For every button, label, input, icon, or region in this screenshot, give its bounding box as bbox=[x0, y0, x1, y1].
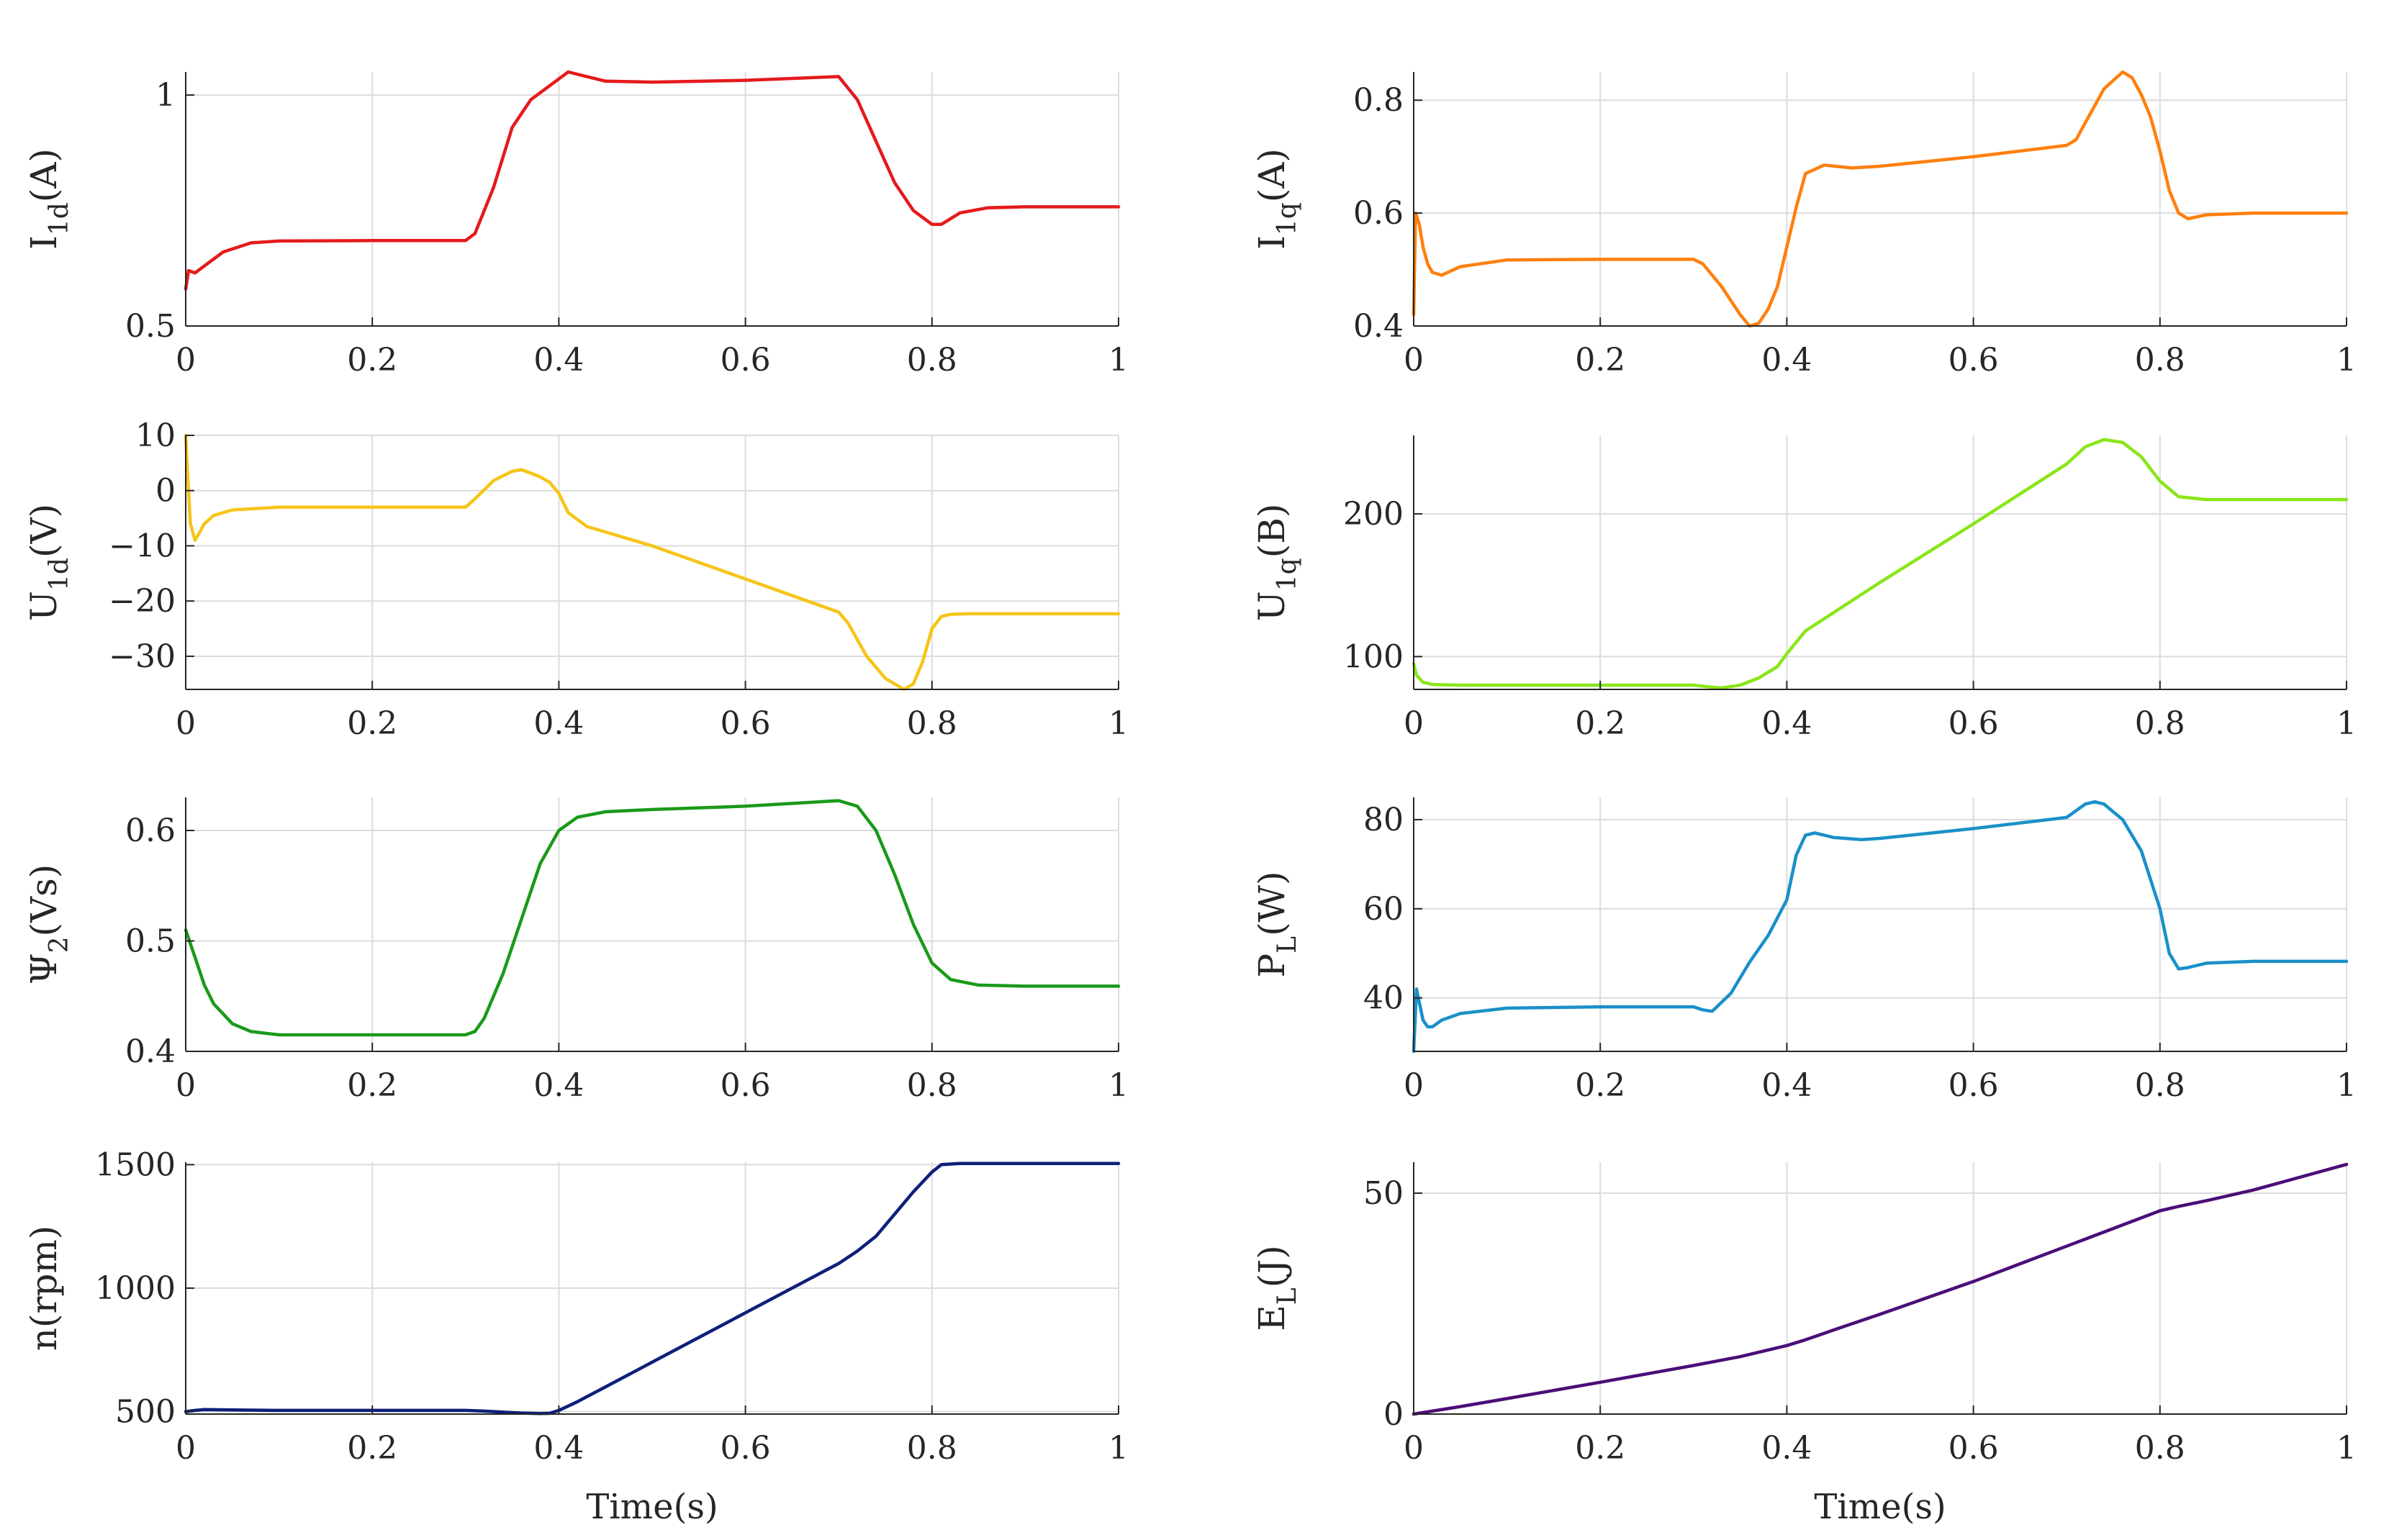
chart-energy-xtick-label: 1 bbox=[2336, 1430, 2357, 1467]
chart-current-q: 0 0.2 0.4 0.6 0.8 1 0.4 0.6 0.8 I1q(A) bbox=[1251, 70, 2357, 379]
chart-voltage-d-xtick-label: 0.4 bbox=[533, 705, 584, 742]
chart-current-d-xtick-label: 0.4 bbox=[533, 342, 584, 379]
chart-voltage-q-xtick-label: 1 bbox=[2336, 705, 2357, 742]
chart-voltage-d-xtick-label: 0.8 bbox=[907, 705, 957, 742]
chart-flux-ylabel: Ψ2(Vs) bbox=[23, 864, 74, 985]
chart-voltage-d-xtick-label: 1 bbox=[1108, 705, 1129, 742]
chart-power: 0 0.2 0.4 0.6 0.8 1 40 60 80 PL(W) bbox=[1251, 797, 2357, 1104]
chart-flux-xtick-label: 1 bbox=[1108, 1067, 1129, 1104]
chart-voltage-d-ytick-label: 0 bbox=[155, 473, 176, 509]
chart-current-q-xtick-label: 1 bbox=[2336, 342, 2357, 379]
chart-current-q-ytick-label: 0.4 bbox=[1353, 308, 1404, 345]
chart-energy-xtick-label: 0 bbox=[1404, 1430, 1424, 1467]
chart-voltage-d-ylabel: U1d(V) bbox=[23, 504, 74, 621]
chart-speed-xtick-label: 1 bbox=[1108, 1430, 1129, 1467]
chart-voltage-q-xtick-label: 0.4 bbox=[1761, 705, 1812, 742]
chart-energy: 0 0.2 0.4 0.6 0.8 1 0 50 EL(J) Time(s) bbox=[1251, 1162, 2357, 1527]
chart-current-d-xtick-label: 1 bbox=[1108, 342, 1129, 379]
chart-power-ytick-label: 80 bbox=[1363, 802, 1404, 838]
chart-power-ytick-label: 60 bbox=[1363, 891, 1404, 928]
chart-current-q-xtick-label: 0 bbox=[1404, 342, 1424, 379]
chart-power-xtick-label: 1 bbox=[2336, 1067, 2357, 1104]
chart-voltage-d-ytick-label: −20 bbox=[109, 583, 176, 620]
chart-current-d-ylabel: I1d(A) bbox=[23, 148, 74, 250]
chart-voltage-q-xtick-label: 0 bbox=[1404, 705, 1424, 742]
chart-speed-ylabel: n(rpm) bbox=[23, 1226, 65, 1351]
chart-flux-xtick-label: 0.8 bbox=[907, 1067, 957, 1104]
chart-flux-xtick-label: 0 bbox=[176, 1067, 196, 1104]
chart-speed-series-line bbox=[184, 1161, 1121, 1416]
chart-power-xtick-label: 0 bbox=[1404, 1067, 1424, 1104]
chart-flux-xtick-label: 0.2 bbox=[347, 1067, 397, 1104]
chart-energy-xtick-label: 0.2 bbox=[1575, 1430, 1625, 1467]
chart-flux: 0 0.2 0.4 0.6 0.8 1 0.4 0.5 0.6 Ψ2(Vs) bbox=[23, 797, 1129, 1104]
chart-energy-ylabel: EL(J) bbox=[1251, 1245, 1302, 1331]
chart-current-q-xtick-label: 0.2 bbox=[1575, 342, 1625, 379]
chart-power-series-line bbox=[1412, 800, 2349, 1054]
chart-speed-xlabel: Time(s) bbox=[586, 1487, 718, 1527]
chart-voltage-q-ylabel: U1q(B) bbox=[1251, 504, 1302, 622]
chart-speed-xtick-label: 0.4 bbox=[533, 1430, 584, 1467]
chart-energy-ytick-label: 50 bbox=[1363, 1175, 1404, 1212]
chart-current-q-xtick-label: 0.8 bbox=[2135, 342, 2185, 379]
chart-energy-xtick-label: 0.8 bbox=[2135, 1430, 2185, 1467]
chart-speed-ytick-label: 1000 bbox=[95, 1270, 176, 1307]
chart-current-q-xtick-label: 0.4 bbox=[1761, 342, 1812, 379]
chart-current-d-xtick-label: 0.6 bbox=[721, 342, 771, 379]
chart-flux-ytick-label: 0.4 bbox=[125, 1033, 176, 1070]
chart-speed-xtick-label: 0 bbox=[176, 1430, 196, 1467]
chart-voltage-d-series-line bbox=[184, 433, 1121, 692]
chart-current-q-xtick-label: 0.6 bbox=[1948, 342, 1999, 379]
chart-flux-xtick-label: 0.6 bbox=[721, 1067, 771, 1104]
chart-current-d-xtick-label: 0.2 bbox=[347, 342, 397, 379]
chart-current-d-xtick-label: 0.8 bbox=[907, 342, 957, 379]
chart-flux-ytick-label: 0.5 bbox=[125, 923, 176, 960]
chart-speed-ytick-label: 500 bbox=[115, 1394, 176, 1431]
chart-speed-xtick-label: 0.8 bbox=[907, 1430, 957, 1467]
chart-voltage-d-ytick-label: −10 bbox=[109, 527, 176, 564]
chart-current-q-ylabel: I1q(A) bbox=[1251, 148, 1302, 250]
chart-energy-xlabel: Time(s) bbox=[1814, 1487, 1946, 1527]
chart-voltage-d-ytick-label: 10 bbox=[135, 417, 176, 454]
chart-speed-ytick-label: 1500 bbox=[95, 1146, 176, 1183]
chart-voltage-q-ytick-label: 200 bbox=[1343, 496, 1404, 533]
chart-current-d-series-line bbox=[184, 70, 1121, 291]
chart-power-xtick-label: 0.6 bbox=[1948, 1067, 1999, 1104]
chart-voltage-q: 0 0.2 0.4 0.6 0.8 1 100 200 U1q(B) bbox=[1251, 435, 2357, 742]
chart-flux-xtick-label: 0.4 bbox=[533, 1067, 584, 1104]
chart-voltage-q-xtick-label: 0.2 bbox=[1575, 705, 1625, 742]
chart-current-d-ytick-label: 0.5 bbox=[125, 308, 176, 345]
chart-voltage-q-series-line bbox=[1412, 438, 2349, 690]
chart-voltage-d-xtick-label: 0 bbox=[176, 705, 196, 742]
chart-energy-xtick-label: 0.6 bbox=[1948, 1430, 1999, 1467]
chart-energy-series-line bbox=[1412, 1162, 2349, 1416]
chart-current-q-ytick-label: 0.8 bbox=[1353, 82, 1404, 119]
chart-power-ytick-label: 40 bbox=[1363, 980, 1404, 1017]
chart-flux-ytick-label: 0.6 bbox=[125, 812, 176, 849]
chart-speed-xtick-label: 0.2 bbox=[347, 1430, 397, 1467]
chart-voltage-q-xtick-label: 0.6 bbox=[1948, 705, 1999, 742]
chart-voltage-q-xtick-label: 0.8 bbox=[2135, 705, 2185, 742]
chart-energy-ytick-label: 0 bbox=[1383, 1396, 1404, 1433]
chart-voltage-q-ytick-label: 100 bbox=[1343, 638, 1404, 675]
chart-current-d-xtick-label: 0 bbox=[176, 342, 196, 379]
chart-voltage-d-xtick-label: 0.2 bbox=[347, 705, 397, 742]
chart-speed-xtick-label: 0.6 bbox=[721, 1430, 771, 1467]
chart-current-d: 0 0.2 0.4 0.6 0.8 1 0.5 1 I1d(A) bbox=[23, 70, 1129, 379]
chart-voltage-d: 0 0.2 0.4 0.6 0.8 1 10 0 −10 −20 −30 U1d(V) bbox=[23, 417, 1129, 742]
chart-voltage-d-xtick-label: 0.6 bbox=[721, 705, 771, 742]
chart-energy-xtick-label: 0.4 bbox=[1761, 1430, 1812, 1467]
chart-flux-series-line bbox=[184, 799, 1121, 1037]
chart-power-xtick-label: 0.4 bbox=[1761, 1067, 1812, 1104]
chart-power-xtick-label: 0.2 bbox=[1575, 1067, 1625, 1104]
chart-current-q-ytick-label: 0.6 bbox=[1353, 195, 1404, 232]
chart-current-q-series-line bbox=[1412, 70, 2349, 328]
chart-power-ylabel: PL(W) bbox=[1251, 871, 1302, 978]
chart-current-d-ytick-label: 1 bbox=[155, 77, 176, 114]
chart-voltage-d-ytick-label: −30 bbox=[109, 638, 176, 675]
chart-power-xtick-label: 0.8 bbox=[2135, 1067, 2185, 1104]
